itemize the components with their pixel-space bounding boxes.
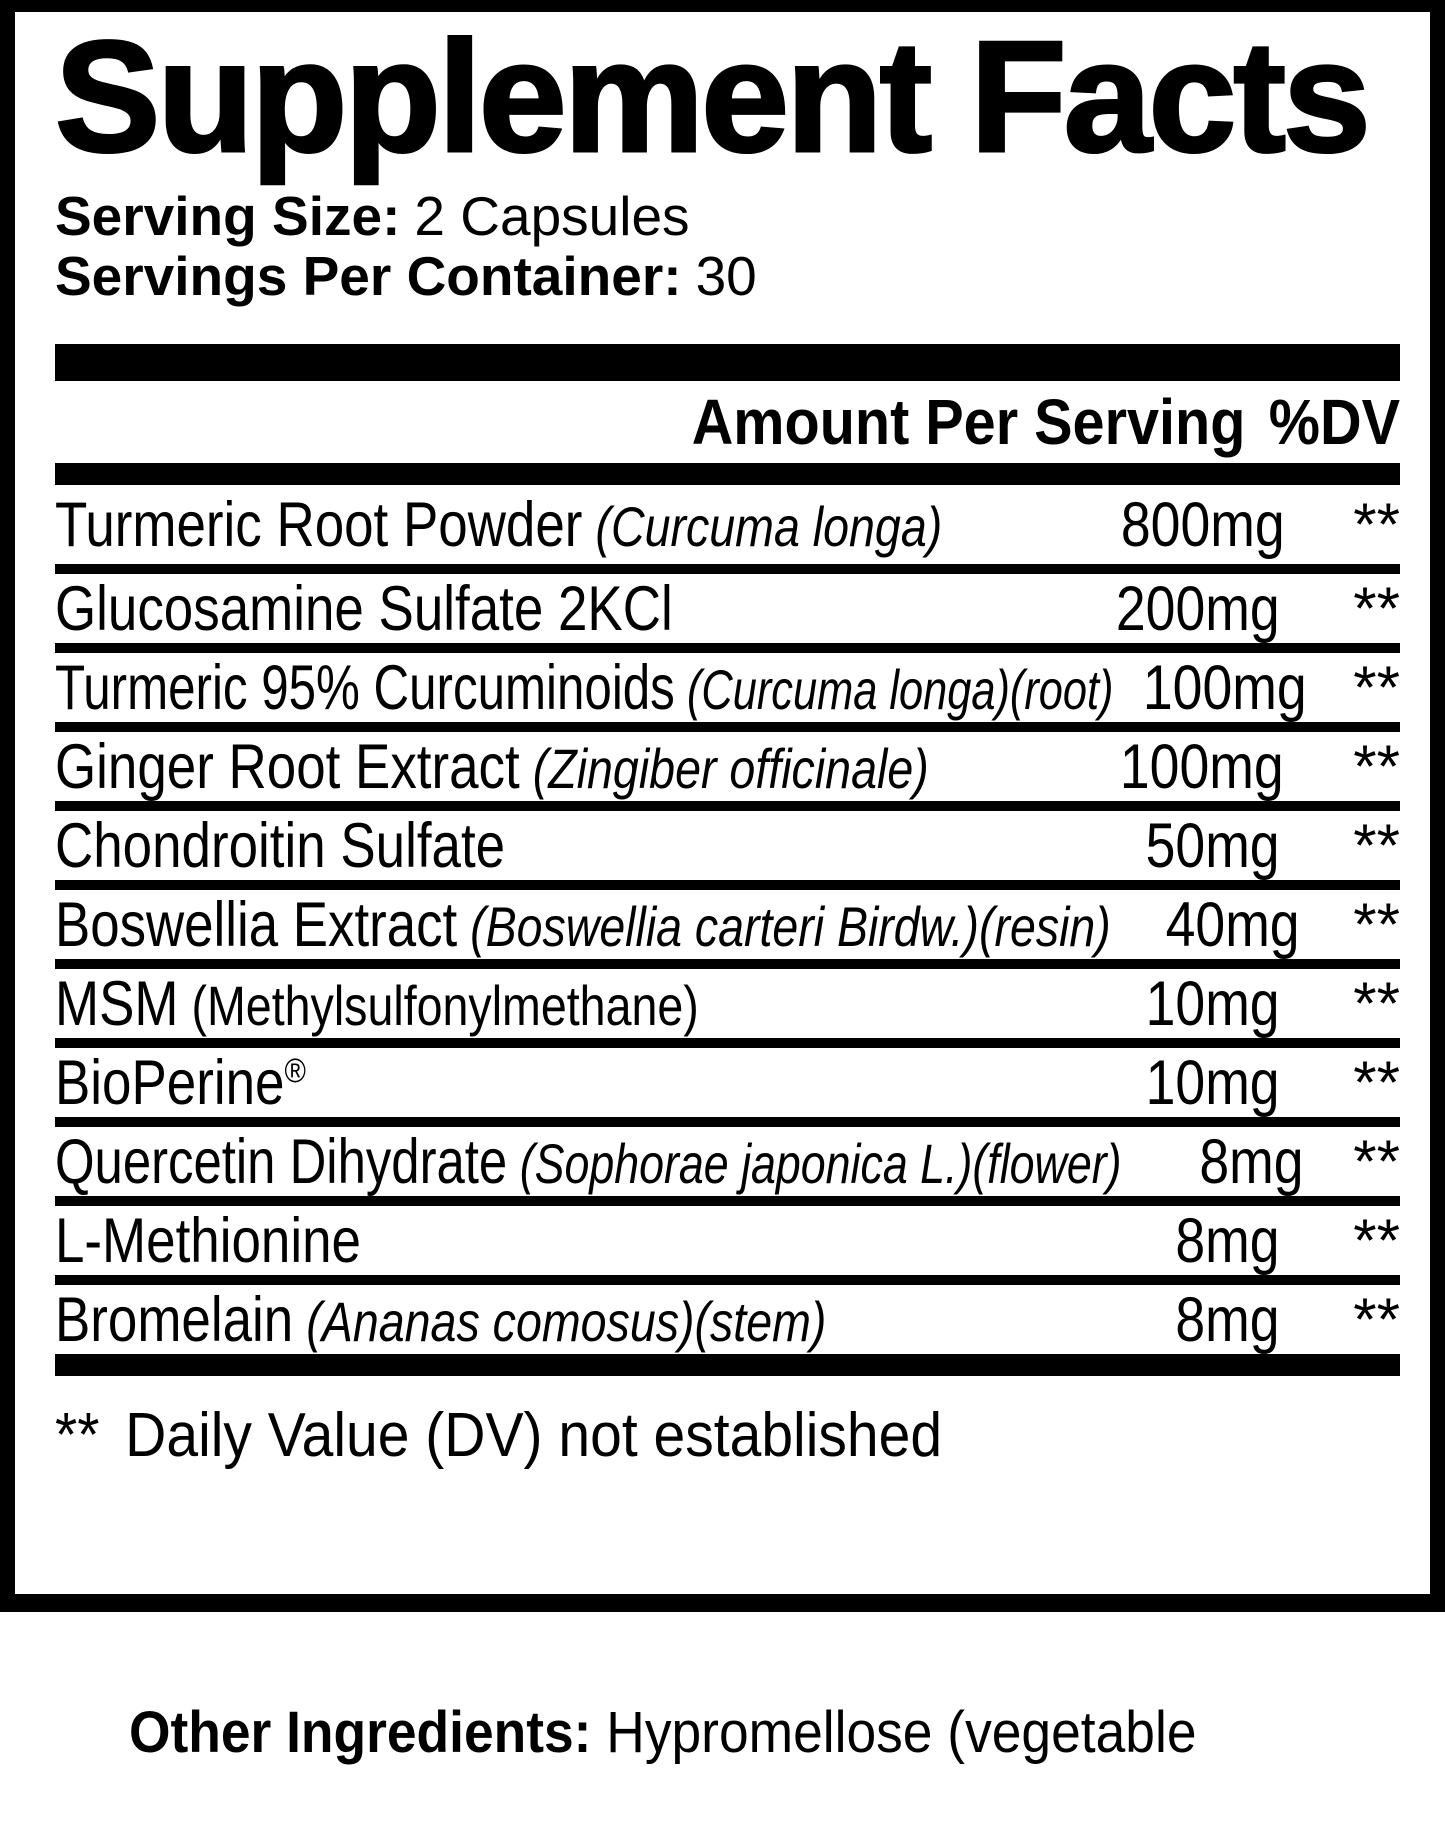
ingredient-name: Quercetin Dihydrate — [55, 1126, 508, 1197]
supplement-facts-panel: Supplement Facts Serving Size: 2 Capsules… — [0, 0, 1445, 1612]
servings-per-container-label: Servings Per Container: — [55, 245, 682, 307]
amount-value: 800mg — [1121, 489, 1285, 560]
dv-value: ** — [1353, 970, 1400, 1037]
amount-per-serving-header: Amount Per Serving — [691, 386, 1246, 458]
amount-value: 8mg — [1175, 1284, 1280, 1355]
ingredient-row: Chondroitin Sulfate 50mg ** — [55, 801, 1400, 882]
amount-cell: 10mg — [1055, 1047, 1280, 1119]
registered-mark: ® — [284, 1051, 306, 1090]
ingredient-name-cell: Boswellia Extract (Boswellia carteri Bird… — [55, 889, 1111, 961]
ingredient-row: L-Methionine 8mg ** — [55, 1196, 1400, 1277]
dv-value: ** — [1353, 1049, 1400, 1116]
amount-value: 10mg — [1146, 968, 1280, 1039]
serving-size-value: 2 Capsules — [414, 185, 690, 247]
ingredient-detail: (Curcuma longa)(root) — [686, 658, 1114, 721]
dv-value: ** — [1353, 891, 1400, 958]
dv-value: ** — [1353, 733, 1400, 800]
ingredient-detail: (Curcuma longa) — [595, 495, 943, 558]
ingredient-row: Bromelain (Ananas comosus)(stem) 8mg ** — [55, 1275, 1400, 1356]
footer-ingredients: Other Ingredients: Hypromellose (vegetab… — [0, 1612, 1445, 1827]
serving-size-label: Serving Size: — [55, 185, 401, 247]
ingredient-row: Turmeric 95% Curcuminoids (Curcuma longa)… — [55, 643, 1400, 724]
ingredient-name: Bromelain — [55, 1284, 294, 1355]
ingredient-detail: (Sophorae japonica L.)(flower) — [519, 1132, 1122, 1195]
column-header-inner: Amount Per Serving %DV — [692, 385, 1400, 459]
ingredient-row: Ginger Root Extract (Zingiber officinale)… — [55, 722, 1400, 803]
ingredient-name-cell: L-Methionine — [55, 1205, 1055, 1277]
serving-info: Serving Size: 2 Capsules Servings Per Con… — [55, 186, 1400, 306]
ingredient-name: Turmeric 95% Curcuminoids — [55, 652, 675, 723]
amount-cell: 8mg — [1055, 1205, 1280, 1277]
amount-value: 8mg — [1175, 1205, 1280, 1276]
amount-value: 50mg — [1146, 810, 1280, 881]
servings-per-container-value: 30 — [695, 245, 757, 307]
ingredient-row: Quercetin Dihydrate (Sophorae japonica L.… — [55, 1117, 1400, 1198]
ingredient-detail: (Zingiber officinale) — [532, 737, 929, 800]
ingredient-name-cell: Turmeric 95% Curcuminoids (Curcuma longa)… — [55, 652, 1114, 724]
dv-value: ** — [1353, 1207, 1400, 1274]
amount-value: 8mg — [1198, 1126, 1304, 1197]
footnote-marker: ** — [55, 1400, 100, 1470]
divider-medium-footnote — [55, 1354, 1400, 1376]
amount-cell: 8mg — [1122, 1126, 1304, 1198]
serving-size-line: Serving Size: 2 Capsules — [55, 186, 1400, 246]
ingredient-name-cell: Quercetin Dihydrate (Sophorae japonica L.… — [55, 1126, 1122, 1198]
amount-cell: 10mg — [1055, 968, 1280, 1040]
servings-per-container-line: Servings Per Container: 30 — [55, 246, 1400, 306]
divider-thick-top — [55, 344, 1400, 381]
amount-value: 100mg — [1142, 652, 1307, 723]
ingredient-name-cell: Ginger Root Extract (Zingiber officinale) — [55, 731, 1065, 803]
ingredient-name: BioPerine — [55, 1047, 285, 1118]
amount-cell: 800mg — [1069, 489, 1285, 561]
ingredient-name: Chondroitin Sulfate — [55, 810, 506, 881]
amount-cell: 200mg — [1055, 573, 1280, 645]
amount-value: 40mg — [1165, 889, 1300, 960]
ingredient-name-cell: Turmeric Root Powder (Curcuma longa) — [55, 489, 1069, 561]
footnote: ** Daily Value (DV) not established — [55, 1376, 1400, 1494]
ingredient-detail: (Boswellia carteri Birdw.)(resin) — [470, 895, 1111, 958]
footnote-inner: ** Daily Value (DV) not established — [55, 1400, 942, 1471]
page-title: Supplement Facts — [54, 9, 1373, 185]
ingredient-row: MSM (Methylsulfonylmethane) 10mg ** — [55, 959, 1400, 1040]
amount-value: 10mg — [1146, 1047, 1280, 1118]
ingredient-table: Turmeric Root Powder (Curcuma longa) 800m… — [55, 485, 1400, 1356]
column-header-row: Amount Per Serving %DV — [55, 381, 1400, 463]
ingredient-name-cell: Chondroitin Sulfate — [55, 810, 1055, 882]
ingredient-name-cell: Bromelain (Ananas comosus)(stem) — [55, 1284, 1055, 1356]
ingredient-detail: (Methylsulfonylmethane) — [191, 974, 699, 1037]
divider-medium-header — [55, 463, 1400, 485]
ingredient-detail: (Ananas comosus)(stem) — [306, 1290, 827, 1353]
ingredient-name: L-Methionine — [55, 1205, 361, 1276]
footer-line-label: Other Ingredients: — [128, 1700, 592, 1765]
dv-value: ** — [1353, 1286, 1400, 1353]
dv-value: ** — [1353, 575, 1400, 642]
amount-cell: 100mg — [1114, 652, 1307, 724]
amount-cell: 100mg — [1065, 731, 1284, 803]
ingredient-name: MSM — [55, 968, 179, 1039]
dv-value: ** — [1353, 491, 1400, 558]
amount-value: 200mg — [1116, 573, 1280, 644]
dv-value: ** — [1353, 812, 1400, 879]
dv-value: ** — [1353, 1128, 1400, 1195]
ingredient-name-cell: BioPerine® — [55, 1047, 1055, 1119]
amount-cell: 8mg — [1055, 1284, 1280, 1356]
ingredient-name: Boswellia Extract — [55, 889, 458, 960]
percent-dv-header: %DV — [1268, 386, 1400, 458]
dv-value: ** — [1353, 654, 1400, 721]
ingredient-name: Glucosamine Sulfate 2KCl — [55, 573, 673, 644]
footnote-text: Daily Value (DV) not established — [125, 1400, 943, 1470]
ingredient-name-cell: Glucosamine Sulfate 2KCl — [55, 573, 1055, 645]
ingredient-row: Glucosamine Sulfate 2KCl 200mg ** — [55, 564, 1400, 645]
amount-cell: 40mg — [1111, 889, 1300, 961]
ingredient-row: BioPerine® 10mg ** — [55, 1038, 1400, 1119]
footer-line-text: Hypromellose (vegetable — [591, 1700, 1197, 1765]
footer-line: Other Ingredients: Hypromellose (vegetab… — [40, 1628, 1415, 1827]
ingredient-name: Ginger Root Extract — [55, 731, 520, 802]
ingredient-name-cell: MSM (Methylsulfonylmethane) — [55, 968, 1055, 1040]
amount-value: 100mg — [1119, 731, 1284, 802]
ingredient-row: Turmeric Root Powder (Curcuma longa) 800m… — [55, 485, 1400, 564]
ingredient-name: Turmeric Root Powder — [55, 489, 583, 560]
amount-cell: 50mg — [1055, 810, 1280, 882]
ingredient-row: Boswellia Extract (Boswellia carteri Bird… — [55, 880, 1400, 961]
